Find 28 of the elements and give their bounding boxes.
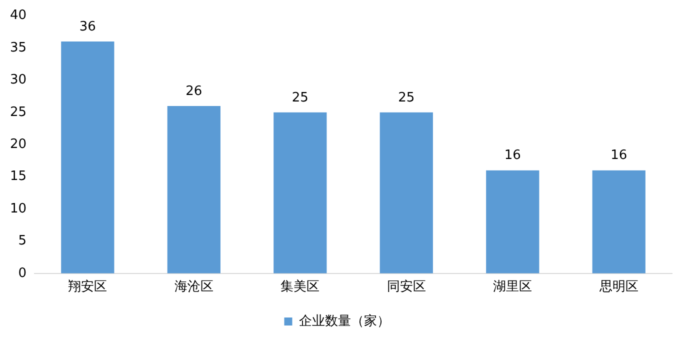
data-label: 16 xyxy=(504,148,521,164)
bar xyxy=(167,106,220,274)
x-tick-label: 同安区 xyxy=(386,278,426,295)
y-tick-label: 25 xyxy=(10,104,27,120)
data-label: 16 xyxy=(610,148,628,164)
bar xyxy=(380,112,433,274)
y-tick-label: 40 xyxy=(10,8,27,24)
data-label: 25 xyxy=(292,90,308,106)
y-tick-label: 5 xyxy=(18,234,27,249)
data-label: 26 xyxy=(186,84,202,99)
x-tick-label: 湖里区 xyxy=(493,280,532,295)
x-tick-label: 集美区 xyxy=(280,278,320,295)
bar xyxy=(61,42,114,274)
legend-label: 企业数量（家） xyxy=(298,312,390,329)
y-tick-label: 35 xyxy=(10,40,27,56)
bar xyxy=(274,112,327,274)
y-tick-label: 30 xyxy=(10,72,27,88)
y-tick-label: 10 xyxy=(10,201,27,216)
x-tick-label: 翔安区 xyxy=(68,278,108,295)
x-tick-label: 海沧区 xyxy=(174,280,214,295)
x-tick-label: 思明区 xyxy=(598,280,638,295)
y-tick-label: 15 xyxy=(10,169,27,184)
data-label: 25 xyxy=(398,90,415,106)
y-tick-label: 0 xyxy=(18,266,27,281)
data-label: 36 xyxy=(79,19,96,34)
y-tick-label: 20 xyxy=(10,136,27,152)
bar xyxy=(486,170,540,274)
bar xyxy=(592,170,646,274)
